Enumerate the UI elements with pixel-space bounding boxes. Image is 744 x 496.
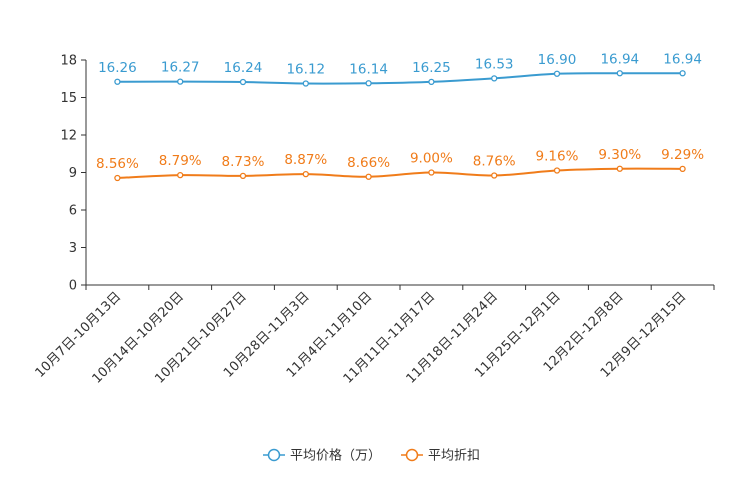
data-point[interactable] <box>177 171 184 179</box>
data-label: 8.79% <box>159 153 202 169</box>
data-point[interactable] <box>491 172 498 179</box>
data-label: 16.90 <box>538 52 577 68</box>
y-axis-ticks: 0 3 6 9 12 15 18 <box>60 54 86 294</box>
data-label: 8.87% <box>284 152 327 168</box>
data-label: 16.94 <box>600 51 639 67</box>
data-label: 9.29% <box>661 147 704 163</box>
data-label: 16.24 <box>224 60 263 76</box>
data-point[interactable] <box>616 70 623 77</box>
y-tick-label: 15 <box>60 91 77 106</box>
y-tick-label: 6 <box>69 204 77 219</box>
data-point[interactable] <box>616 165 623 172</box>
data-point[interactable] <box>239 172 247 180</box>
data-label: 9.00% <box>410 151 453 167</box>
data-label: 9.16% <box>536 149 579 165</box>
data-label: 8.76% <box>473 154 516 170</box>
data-point[interactable] <box>428 78 435 86</box>
legend-label: 平均价格（万） <box>290 448 381 464</box>
data-point[interactable] <box>177 78 184 85</box>
y-tick-label: 9 <box>69 166 77 181</box>
legend-marker-icon <box>405 448 419 462</box>
series-layer: 16.26 16.27 16.24 16.12 16.14 16.25 16.53 16.90… <box>96 51 704 182</box>
data-label: 16.14 <box>349 61 388 77</box>
legend-label: 平均折扣 <box>428 449 480 464</box>
data-label: 8.56% <box>96 156 139 172</box>
series-line <box>117 167 683 179</box>
data-point[interactable] <box>365 80 372 87</box>
data-point[interactable] <box>302 170 309 178</box>
data-point[interactable] <box>679 165 686 173</box>
data-point[interactable] <box>365 173 372 180</box>
y-tick-label: 3 <box>69 241 77 256</box>
data-point[interactable] <box>553 70 561 77</box>
data-label: 9.30% <box>598 147 641 163</box>
data-label: 16.53 <box>475 56 514 72</box>
data-label: 16.25 <box>412 60 451 76</box>
data-label: 8.73% <box>222 154 265 170</box>
data-label: 16.26 <box>98 60 137 76</box>
data-label: 16.94 <box>663 51 702 67</box>
data-point[interactable] <box>114 174 121 182</box>
data-point[interactable] <box>302 80 309 87</box>
series-line <box>117 72 683 85</box>
legend-marker-icon <box>267 448 281 462</box>
series-average-price: 16.26 16.27 16.24 16.12 16.14 16.25 16.53 16.90… <box>98 51 702 87</box>
x-axis-ticks: 10月7日-10月13日10月14日-10月20日10月21日-10月27日10… <box>33 285 715 387</box>
y-tick-label: 18 <box>60 54 77 69</box>
data-point[interactable] <box>553 167 561 174</box>
legend-item[interactable]: 平均折扣 <box>401 449 480 464</box>
data-label: 8.66% <box>347 155 390 171</box>
legend-item[interactable]: 平均价格（万） <box>263 448 381 464</box>
data-point[interactable] <box>428 169 435 176</box>
series-average-discount: 8.56% 8.79% 8.73% 8.87% 8.66% 9.00% 8.76% 9.16%… <box>96 147 704 182</box>
data-point[interactable] <box>679 70 686 77</box>
data-label: 16.12 <box>286 62 325 78</box>
data-point[interactable] <box>114 78 121 85</box>
legend[interactable]: 平均价格（万） 平均折扣 <box>263 448 480 464</box>
data-point[interactable] <box>491 75 498 82</box>
y-tick-label: 0 <box>69 279 77 294</box>
data-point[interactable] <box>239 78 247 86</box>
data-label: 16.27 <box>161 60 200 76</box>
y-tick-label: 12 <box>60 129 77 144</box>
